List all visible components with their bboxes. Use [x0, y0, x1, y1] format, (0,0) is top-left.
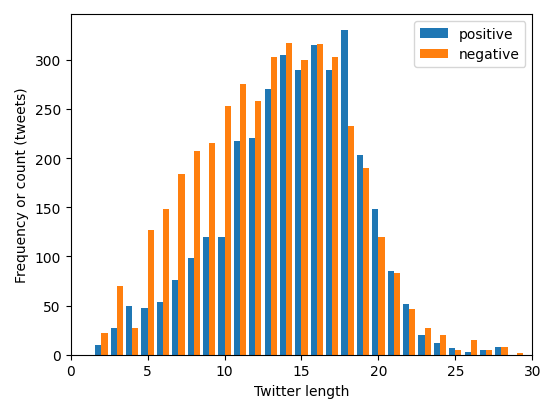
Bar — [465, 352, 471, 355]
Bar — [132, 328, 138, 355]
Bar — [117, 286, 123, 355]
Bar — [502, 347, 508, 355]
Bar — [348, 126, 354, 355]
Bar — [295, 70, 301, 355]
Bar — [372, 210, 379, 355]
Bar — [95, 345, 101, 355]
Bar — [301, 61, 307, 355]
Bar — [394, 273, 400, 355]
Bar — [157, 302, 163, 355]
Bar — [409, 309, 415, 355]
Bar — [440, 335, 446, 355]
Bar — [455, 350, 461, 355]
Bar — [271, 58, 277, 355]
Bar — [341, 31, 348, 355]
Bar — [255, 102, 261, 355]
Bar — [111, 328, 117, 355]
Bar — [193, 152, 200, 355]
Bar — [209, 144, 215, 355]
Bar — [418, 335, 425, 355]
Bar — [249, 139, 255, 355]
Bar — [326, 70, 332, 355]
Bar — [126, 306, 132, 355]
Bar — [265, 90, 271, 355]
Bar — [172, 280, 178, 355]
Bar — [187, 259, 193, 355]
Bar — [425, 328, 431, 355]
Bar — [147, 230, 154, 355]
Bar — [449, 348, 455, 355]
Bar — [357, 156, 363, 355]
Legend: positive, negative: positive, negative — [414, 22, 525, 68]
Bar — [163, 210, 169, 355]
Bar — [480, 350, 486, 355]
Bar — [280, 56, 286, 355]
Bar — [434, 343, 440, 355]
Bar — [363, 169, 369, 355]
Bar — [311, 46, 317, 355]
Bar — [403, 304, 409, 355]
Bar — [379, 237, 385, 355]
X-axis label: Twitter length: Twitter length — [254, 384, 349, 398]
Bar — [332, 58, 339, 355]
Bar — [203, 237, 209, 355]
Bar — [495, 347, 502, 355]
Bar — [286, 44, 292, 355]
Bar — [234, 142, 240, 355]
Bar — [141, 308, 147, 355]
Bar — [178, 174, 185, 355]
Bar — [240, 85, 246, 355]
Bar — [219, 237, 225, 355]
Bar — [317, 45, 323, 355]
Bar — [388, 271, 394, 355]
Bar — [225, 107, 231, 355]
Bar — [486, 350, 492, 355]
Bar — [101, 333, 107, 355]
Bar — [471, 340, 477, 355]
Bar — [517, 353, 523, 355]
Y-axis label: Frequency or count (tweets): Frequency or count (tweets) — [15, 87, 29, 282]
